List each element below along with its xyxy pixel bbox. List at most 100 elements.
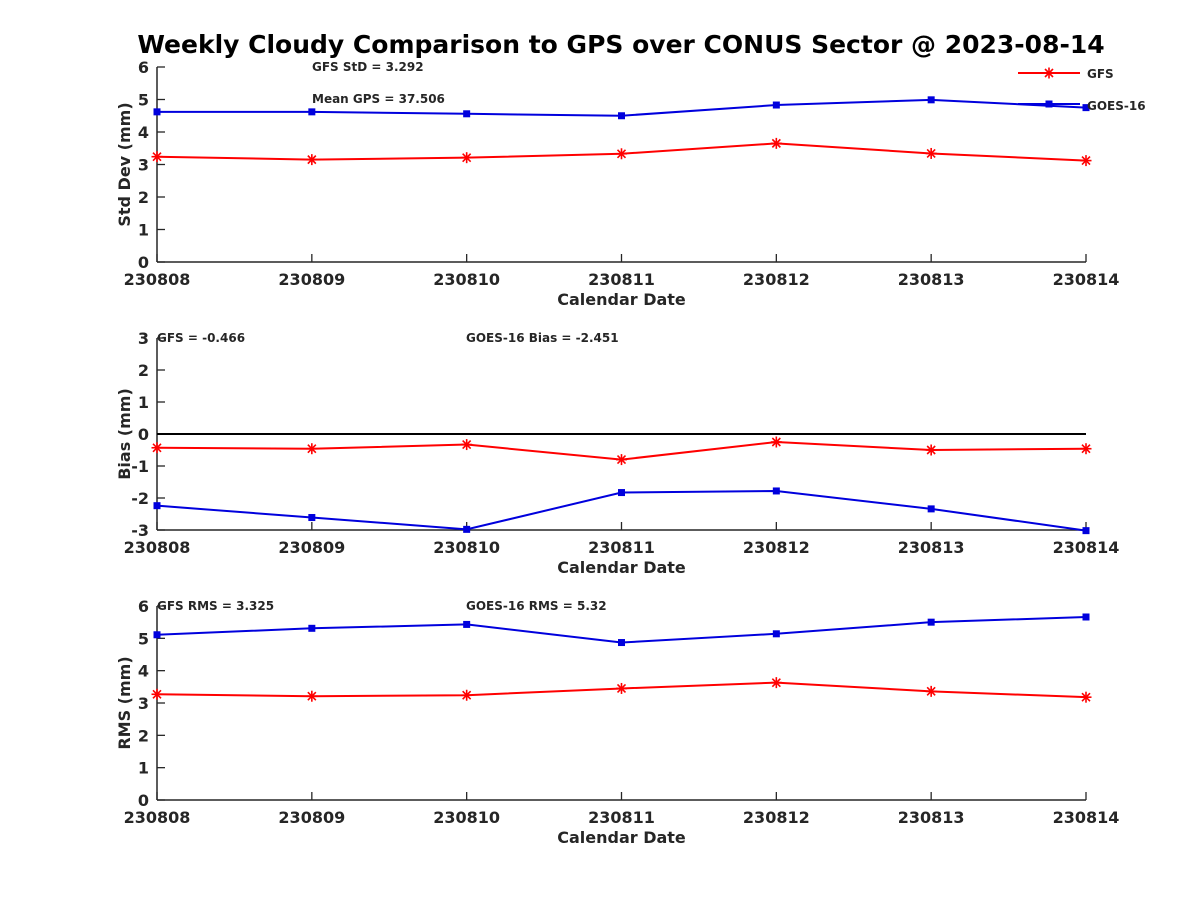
asterisk-stroke (1081, 444, 1091, 454)
data-point (770, 677, 782, 689)
data-point (927, 618, 935, 626)
data-point (772, 101, 780, 109)
x-tick-label: 230813 (898, 270, 965, 289)
x-tick-label: 230808 (124, 538, 191, 557)
data-point (308, 514, 316, 522)
x-tick-label: 230808 (124, 270, 191, 289)
x-tick-label: 230811 (588, 808, 655, 827)
data-point (927, 505, 935, 513)
legend-label: GOES-16 (1087, 99, 1146, 113)
legend-label: GFS (1087, 67, 1114, 81)
chart-panel-1: 0 1 2 3 4 5 6 230808 230809 230810 230811 230812 230… (115, 58, 1119, 309)
y-tick-label: 0 (138, 791, 149, 810)
data-point (925, 444, 937, 456)
data-point (925, 147, 937, 159)
y-tick-label: 2 (138, 188, 149, 207)
data-point (616, 682, 627, 694)
x-axis-label: Calendar Date (557, 828, 686, 847)
annotation-text: GOES-16 RMS = 5.32 (466, 599, 607, 613)
y-axis-label: RMS (mm) (115, 656, 134, 749)
y-tick-label: 5 (138, 91, 149, 110)
y-tick-label: 6 (138, 58, 149, 77)
asterisk-stroke (307, 155, 317, 165)
y-tick-label: 3 (138, 694, 149, 713)
data-point (925, 685, 937, 697)
legend-item-goes16: GOES-16 (1018, 99, 1146, 113)
annotation-text: GFS = -0.466 (157, 331, 245, 345)
asterisk-stroke (926, 445, 936, 455)
asterisk-stroke (307, 444, 317, 454)
annotation-text: GOES-16 Bias = -2.451 (466, 331, 619, 345)
y-axis-label: Std Dev (mm) (115, 102, 134, 226)
asterisk-stroke (926, 148, 936, 159)
data-point (306, 443, 318, 455)
legend-marker (1043, 67, 1055, 79)
data-point (151, 151, 163, 163)
data-point (461, 152, 473, 164)
data-point (616, 454, 627, 466)
y-tick-label: 1 (138, 221, 149, 240)
x-tick-label: 230813 (898, 538, 965, 557)
x-tick-label: 230810 (433, 808, 500, 827)
asterisk-stroke (616, 683, 627, 694)
asterisk-stroke (152, 689, 162, 699)
y-tick-label: 6 (138, 597, 149, 616)
data-point (618, 112, 625, 120)
data-point (618, 639, 625, 647)
series-goes16 (153, 96, 1090, 120)
x-tick-label: 230811 (588, 270, 655, 289)
data-point (153, 502, 161, 510)
data-point (463, 110, 471, 118)
asterisk-stroke (771, 437, 781, 447)
asterisk-stroke (1044, 68, 1054, 78)
x-tick-label: 230812 (743, 808, 810, 827)
data-point (1080, 155, 1092, 167)
annotation-text: GFS RMS = 3.325 (157, 599, 274, 613)
series-line (156, 615, 1087, 644)
y-tick-label: 3 (138, 156, 149, 175)
data-point (1082, 104, 1090, 112)
data-point (461, 689, 473, 701)
asterisk-stroke (1081, 692, 1091, 702)
x-tick-label: 230814 (1053, 538, 1120, 557)
x-tick-label: 230813 (898, 808, 965, 827)
data-point (151, 688, 163, 700)
data-point (1080, 443, 1092, 455)
series-gfs (151, 137, 1092, 167)
asterisk-stroke (152, 152, 162, 162)
series-gfs (151, 677, 1092, 703)
y-tick-label: -2 (131, 489, 149, 508)
x-tick-label: 230810 (433, 270, 500, 289)
data-point (1082, 613, 1090, 621)
x-tick-label: 230809 (278, 270, 345, 289)
data-point (618, 489, 625, 497)
asterisk-stroke (462, 690, 472, 700)
data-point (770, 137, 782, 149)
asterisk-stroke (307, 691, 317, 701)
x-tick-label: 230814 (1053, 808, 1120, 827)
y-tick-label: 3 (138, 329, 149, 348)
y-tick-label: 2 (138, 726, 149, 745)
y-axis-label: Bias (mm) (115, 388, 134, 480)
y-tick-label: 0 (138, 425, 149, 444)
data-point (153, 108, 161, 116)
y-tick-label: 4 (138, 123, 149, 142)
legend-item-gfs: GFS (1018, 67, 1114, 81)
legend-marker (1045, 100, 1053, 108)
asterisk-stroke (771, 678, 781, 688)
series-goes16 (153, 487, 1090, 535)
page-title: Weekly Cloudy Comparison to GPS over CON… (137, 30, 1105, 59)
data-point (616, 148, 627, 160)
data-point (772, 630, 780, 638)
x-tick-label: 230811 (588, 538, 655, 557)
annotation-text: GFS StD = 3.292 (312, 60, 424, 74)
x-tick-label: 230809 (278, 538, 345, 557)
y-tick-label: -3 (131, 521, 149, 540)
x-axis-label: Calendar Date (557, 558, 686, 577)
x-tick-label: 230810 (433, 538, 500, 557)
data-point (770, 436, 782, 448)
y-tick-label: -1 (131, 457, 149, 476)
asterisk-stroke (616, 149, 627, 159)
asterisk-stroke (771, 138, 781, 148)
